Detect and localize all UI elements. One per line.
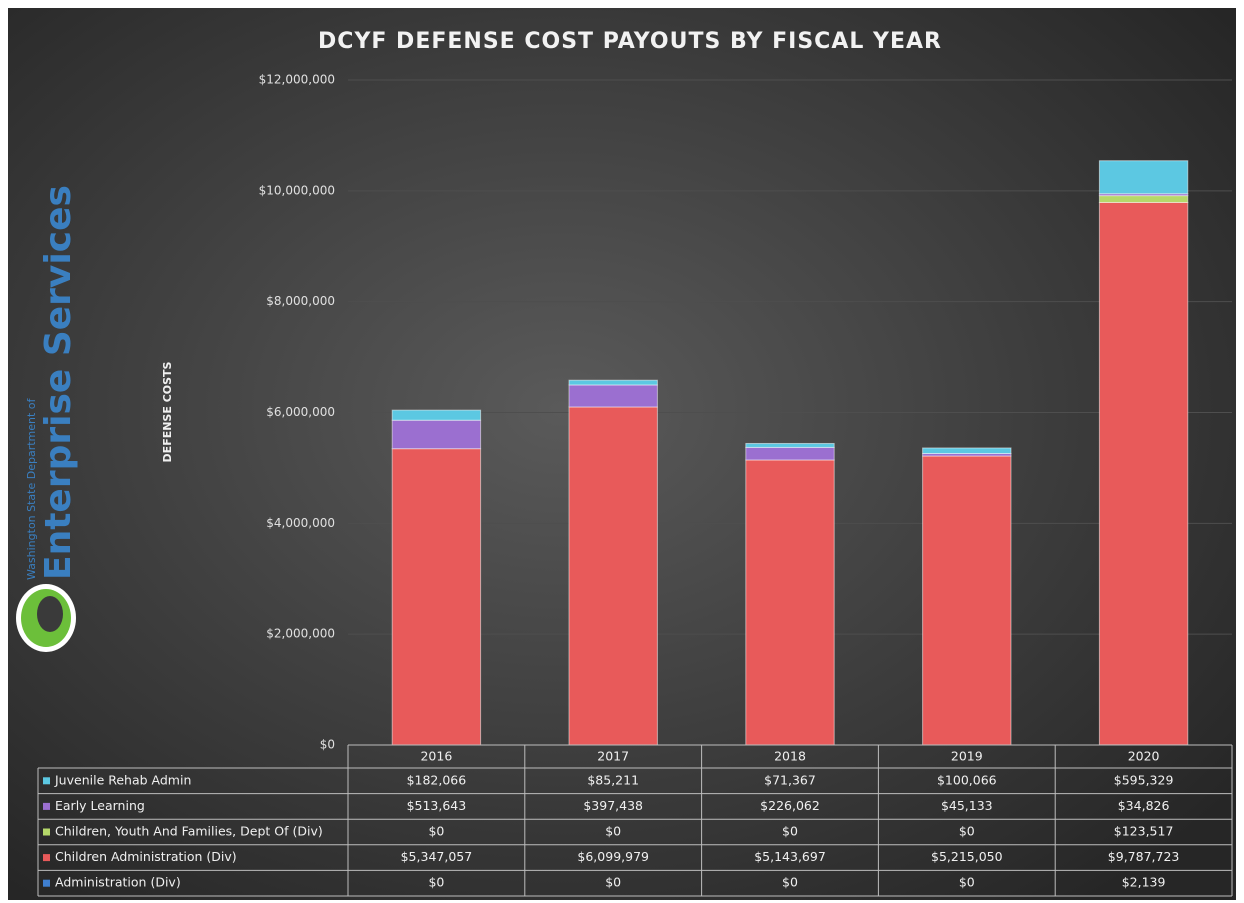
bar-segment [391,419,482,450]
bar-segment [568,379,658,386]
table-value: $6,099,979 [577,849,649,864]
table-value: $0 [959,875,975,890]
table-value: $5,143,697 [754,849,826,864]
x-tick-label: 2020 [1128,749,1160,764]
bar-segment [1098,160,1189,195]
legend-label: Juvenile Rehab Admin [54,772,191,787]
legend-swatch [43,802,50,810]
logo: Washington State Department of Enterpris… [16,185,79,652]
bar-segment [1098,195,1189,203]
y-tick-label: $6,000,000 [266,405,335,419]
logo-line2: Enterprise Services [38,185,79,580]
y-axis-label: DEFENSE COSTS [161,361,174,462]
table-value: $34,826 [1118,798,1170,813]
table-value: $71,367 [764,772,816,787]
legend-label: Early Learning [55,798,145,813]
bar-segment [1098,201,1189,746]
legend-label: Administration (Div) [55,875,181,890]
y-tick-label: $10,000,000 [259,183,335,197]
table-value: $9,787,723 [1108,849,1180,864]
bar-segment [745,442,835,448]
table-value: $0 [605,824,621,839]
x-tick-label: 2016 [420,749,452,764]
bar-segment [922,447,1012,454]
y-tick-label: $0 [320,738,335,752]
logo-line1: Washington State Department of [25,397,38,580]
table-value: $5,215,050 [931,849,1003,864]
bar-segment [391,409,482,421]
legend-swatch [43,854,50,862]
bar-segment [922,455,1012,746]
table-value: $595,329 [1114,772,1174,787]
bar-segment [745,446,835,461]
legend-swatch [43,828,50,836]
table-value: $182,066 [407,772,467,787]
table-value: $2,139 [1122,875,1166,890]
x-tick-label: 2018 [774,749,806,764]
table-value: $5,347,057 [401,849,473,864]
legend-label: Children, Youth And Families, Dept Of (D… [55,824,323,839]
y-tick-label: $8,000,000 [266,294,335,308]
table-value: $397,438 [583,798,643,813]
y-tick-label: $2,000,000 [266,627,335,641]
bar-segment [568,406,658,746]
table-value: $0 [782,875,798,890]
bar-segment [391,448,482,746]
table-value: $45,133 [941,798,993,813]
y-tick-label: $12,000,000 [259,73,335,87]
chart-title: DCYF DEFENSE COST PAYOUTS BY FISCAL YEAR [318,29,942,54]
table-value: $0 [959,824,975,839]
table-value: $0 [605,875,621,890]
legend-swatch [43,879,50,887]
table-value: $226,062 [760,798,820,813]
x-tick-label: 2017 [597,749,629,764]
table-value: $513,643 [407,798,467,813]
table-value: $85,211 [587,772,639,787]
logo-center [37,596,63,632]
bar-segment [745,459,835,746]
table-value: $100,066 [937,772,997,787]
legend-label: Children Administration (Div) [55,849,237,864]
table-value: $0 [782,824,798,839]
table-value: $0 [428,824,444,839]
x-tick-label: 2019 [951,749,983,764]
legend-swatch [43,777,50,785]
bar-segment [568,384,658,408]
table-value: $0 [428,875,444,890]
table-value: $123,517 [1114,824,1174,839]
y-tick-label: $4,000,000 [266,516,335,530]
